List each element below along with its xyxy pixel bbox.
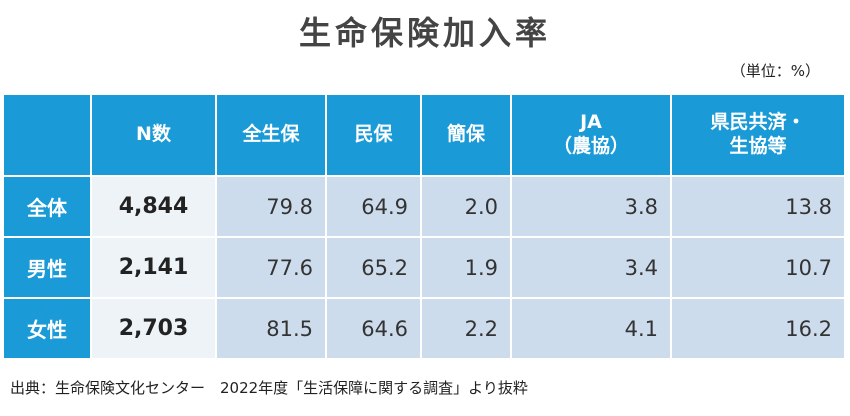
value-cell: 81.5 xyxy=(217,299,327,360)
col-header-line: N数 xyxy=(136,123,171,146)
col-header-kyosai: 県民共済・ 生協等 xyxy=(672,95,846,177)
table-row: 女性 2,703 81.5 64.6 2.2 4.1 16.2 xyxy=(4,299,846,360)
data-table: N数 全生保 民保 簡保 JA （農協） 県民共済・ 生協等 全体 4,844 79… xyxy=(4,95,846,360)
col-header-kampo: 簡保 xyxy=(422,95,512,177)
col-header-line: 民保 xyxy=(354,123,393,146)
value-cell: 2.0 xyxy=(422,177,512,238)
value-cell: 16.2 xyxy=(672,299,846,360)
value-cell: 64.6 xyxy=(327,299,422,360)
table-row: 男性 2,141 77.6 65.2 1.9 3.4 10.7 xyxy=(4,238,846,299)
value-cell: 65.2 xyxy=(327,238,422,299)
unit-note: （単位：%） xyxy=(730,62,820,80)
header-row: N数 全生保 民保 簡保 JA （農協） 県民共済・ 生協等 xyxy=(4,95,846,177)
value-cell: 1.9 xyxy=(422,238,512,299)
chart-title: 生命保険加入率 xyxy=(298,14,551,52)
col-header-all-life: 全生保 xyxy=(217,95,327,177)
value-cell: 3.8 xyxy=(512,177,672,238)
corner-cell xyxy=(4,95,92,177)
value-cell: 13.8 xyxy=(672,177,846,238)
col-header-n: N数 xyxy=(92,95,217,177)
value-cell: 10.7 xyxy=(672,238,846,299)
row-label: 女性 xyxy=(4,299,92,360)
col-header-private: 民保 xyxy=(327,95,422,177)
row-label: 全体 xyxy=(4,177,92,238)
n-cell: 2,141 xyxy=(92,238,217,299)
n-cell: 2,703 xyxy=(92,299,217,360)
value-cell: 64.9 xyxy=(327,177,422,238)
row-label: 男性 xyxy=(4,238,92,299)
source-note: 出典：生命保険文化センター 2022年度「生活保障に関する調査」より抜粋 xyxy=(10,379,528,397)
col-header-line: JA xyxy=(580,111,602,134)
value-cell: 2.2 xyxy=(422,299,512,360)
col-header-line: （農協） xyxy=(552,135,629,157)
col-header-ja: JA （農協） xyxy=(512,95,672,177)
value-cell: 3.4 xyxy=(512,238,672,299)
col-header-line: 県民共済・ xyxy=(710,111,806,134)
n-cell: 4,844 xyxy=(92,177,217,238)
col-header-line: 全生保 xyxy=(242,123,300,146)
value-cell: 4.1 xyxy=(512,299,672,360)
col-header-line: 生協等 xyxy=(729,135,787,157)
table-row: 全体 4,844 79.8 64.9 2.0 3.8 13.8 xyxy=(4,177,846,238)
value-cell: 79.8 xyxy=(217,177,327,238)
col-header-line: 簡保 xyxy=(446,123,485,146)
value-cell: 77.6 xyxy=(217,238,327,299)
